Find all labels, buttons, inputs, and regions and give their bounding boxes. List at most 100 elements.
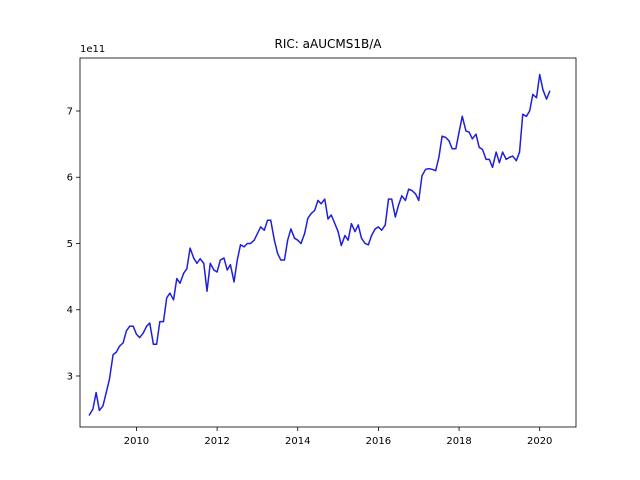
series-line bbox=[88, 73, 551, 416]
data-point bbox=[539, 73, 541, 76]
data-point bbox=[253, 239, 255, 241]
data-point bbox=[166, 297, 168, 299]
data-point bbox=[310, 213, 312, 215]
data-point bbox=[293, 237, 296, 239]
data-point bbox=[428, 168, 430, 170]
data-point bbox=[320, 203, 322, 205]
data-point bbox=[223, 257, 225, 259]
data-point bbox=[354, 230, 356, 233]
data-point bbox=[169, 292, 171, 294]
x-tick-label: 2018 bbox=[446, 436, 471, 447]
data-point bbox=[199, 258, 201, 260]
data-point bbox=[239, 244, 242, 246]
data-point bbox=[461, 115, 463, 117]
y-tick-label: 7 bbox=[67, 106, 73, 117]
x-tick-label: 2012 bbox=[204, 436, 229, 447]
data-point bbox=[381, 229, 383, 231]
data-point bbox=[193, 257, 195, 259]
data-point bbox=[88, 414, 90, 416]
data-point bbox=[401, 195, 403, 197]
data-point bbox=[387, 198, 390, 200]
data-point bbox=[132, 325, 134, 327]
data-point bbox=[441, 135, 443, 137]
data-point bbox=[535, 97, 538, 99]
data-point bbox=[451, 148, 453, 150]
data-point bbox=[263, 229, 265, 231]
data-point bbox=[159, 321, 161, 323]
data-point bbox=[408, 188, 410, 190]
data-point bbox=[129, 325, 131, 327]
data-point bbox=[243, 246, 245, 248]
data-point bbox=[176, 278, 178, 280]
data-point bbox=[438, 156, 440, 158]
data-point bbox=[549, 90, 551, 92]
y-offset-label: 1e11 bbox=[80, 44, 105, 55]
data-point bbox=[304, 232, 306, 235]
data-point bbox=[112, 354, 114, 356]
plot-area: 2010 2012 2014 2016 2018 2020 3 4 5 6 7 bbox=[67, 73, 552, 447]
data-point bbox=[364, 242, 366, 245]
data-point bbox=[505, 158, 507, 160]
data-point bbox=[236, 259, 238, 261]
data-point bbox=[125, 330, 127, 332]
data-point bbox=[508, 156, 511, 158]
data-point bbox=[317, 199, 319, 202]
data-point bbox=[290, 228, 292, 230]
data-point bbox=[384, 224, 386, 226]
y-tick-label: 5 bbox=[67, 239, 73, 250]
data-point bbox=[139, 336, 141, 339]
data-point bbox=[189, 247, 191, 249]
data-point bbox=[350, 223, 352, 225]
data-point bbox=[135, 333, 138, 335]
data-point bbox=[209, 262, 211, 264]
data-point bbox=[525, 115, 528, 117]
axes-frame bbox=[79, 57, 577, 428]
data-point bbox=[186, 268, 188, 270]
data-point bbox=[424, 168, 427, 170]
y-tick-label: 6 bbox=[67, 173, 73, 184]
data-point bbox=[330, 214, 332, 216]
data-point bbox=[229, 264, 232, 266]
data-point bbox=[370, 234, 373, 237]
chart-title: RIC: aAUCMS1B/A bbox=[275, 37, 383, 51]
data-point bbox=[498, 162, 500, 164]
data-point bbox=[216, 271, 218, 273]
data-point bbox=[219, 259, 221, 261]
data-point bbox=[391, 198, 393, 200]
data-point bbox=[162, 321, 165, 323]
data-point bbox=[327, 218, 329, 220]
data-point bbox=[105, 391, 107, 394]
data-point bbox=[431, 168, 433, 170]
data-point bbox=[502, 151, 504, 153]
data-point bbox=[287, 239, 289, 241]
data-point bbox=[481, 148, 484, 151]
data-point bbox=[297, 239, 299, 241]
data-point bbox=[458, 131, 460, 133]
data-point bbox=[411, 189, 413, 192]
data-point bbox=[337, 230, 339, 233]
data-point bbox=[471, 138, 473, 140]
data-point bbox=[115, 351, 117, 353]
data-point bbox=[367, 244, 369, 246]
data-point bbox=[397, 204, 400, 206]
data-point bbox=[300, 242, 302, 245]
data-point bbox=[340, 244, 342, 247]
data-point bbox=[394, 216, 396, 218]
data-point bbox=[108, 378, 111, 380]
data-point bbox=[145, 325, 148, 327]
data-point bbox=[421, 175, 423, 177]
data-point bbox=[512, 155, 514, 157]
data-point bbox=[468, 131, 470, 133]
data-point bbox=[152, 343, 154, 345]
data-point bbox=[276, 252, 279, 255]
data-point bbox=[92, 408, 94, 410]
data-point bbox=[256, 232, 259, 235]
data-point bbox=[226, 269, 228, 271]
y-tick-label: 4 bbox=[67, 305, 73, 316]
data-point bbox=[377, 226, 380, 228]
data-point bbox=[475, 133, 477, 135]
data-point bbox=[213, 269, 215, 271]
data-point bbox=[545, 98, 548, 100]
data-point bbox=[270, 219, 272, 221]
